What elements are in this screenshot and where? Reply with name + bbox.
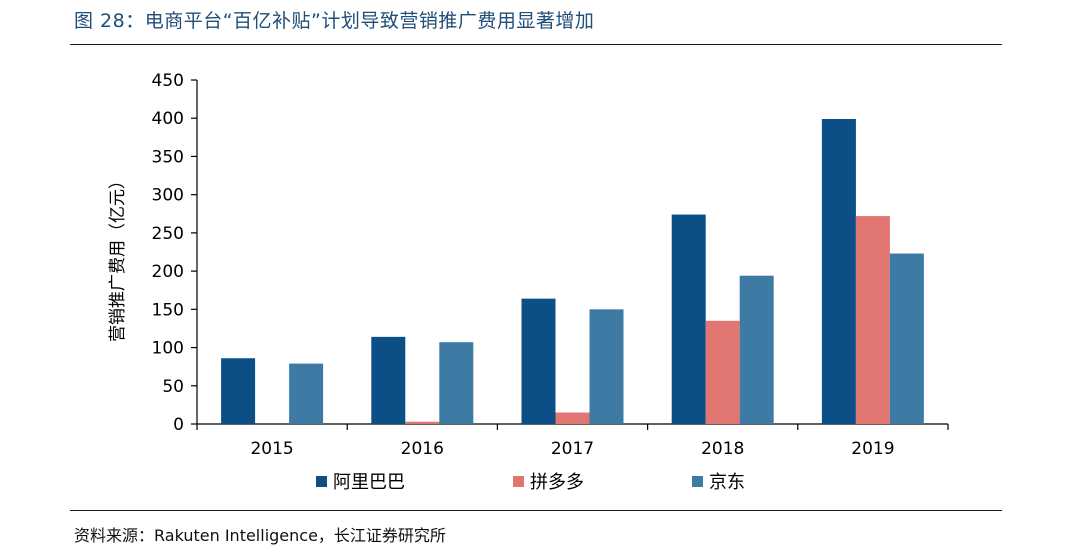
bar-3-2016 <box>439 342 474 424</box>
bar-3-2017 <box>589 309 624 424</box>
bar-3-2015 <box>289 363 324 424</box>
y-tick-label: 450 <box>152 71 184 91</box>
bars <box>221 118 924 424</box>
legend-label: 阿里巴巴 <box>333 472 405 493</box>
y-axis: 0 50 100 150 200 250 300 350 400 450 <box>152 71 198 435</box>
figure-title: 图 28：电商平台“百亿补贴”计划导致营销推广费用显著增加 <box>74 10 595 32</box>
bar-3-2019 <box>889 253 924 424</box>
bar-2-2016 <box>405 421 440 424</box>
legend-swatch <box>316 476 327 487</box>
y-tick-label: 250 <box>152 224 184 244</box>
x-axis: 2015 2016 2017 2018 2019 <box>196 423 949 459</box>
bar-1-2015 <box>221 358 256 424</box>
source-divider <box>70 510 1002 511</box>
y-tick-label: 0 <box>173 415 184 435</box>
x-tick-label: 2016 <box>401 439 444 459</box>
bar-2-2018 <box>705 320 740 424</box>
bar-1-2018 <box>671 214 706 424</box>
x-tick-label: 2019 <box>851 439 894 459</box>
legend-swatch <box>692 476 703 487</box>
x-tick-label: 2015 <box>250 439 293 459</box>
legend: 阿里巴巴 拼多多 京东 <box>316 472 745 493</box>
bar-3-2018 <box>739 275 774 424</box>
x-tick-label: 2017 <box>551 439 594 459</box>
y-axis-label: 营销推广费用（亿元） <box>108 172 128 342</box>
y-tick-label: 400 <box>152 109 184 129</box>
source-note: 资料来源：Rakuten Intelligence，长江证券研究所 <box>74 526 446 545</box>
bar-1-2017 <box>521 298 556 424</box>
title-divider <box>70 44 1002 45</box>
y-tick-label: 100 <box>152 339 184 359</box>
y-tick-label: 50 <box>162 377 184 397</box>
y-tick-label: 150 <box>152 300 184 320</box>
legend-swatch <box>513 476 524 487</box>
bar-1-2016 <box>371 336 406 424</box>
y-tick-label: 350 <box>152 147 184 167</box>
bar-2-2019 <box>855 216 890 424</box>
y-tick-label: 200 <box>152 262 184 282</box>
bar-2-2017 <box>555 412 590 424</box>
legend-label: 京东 <box>709 472 745 493</box>
legend-label: 拼多多 <box>530 472 584 493</box>
bar-1-2019 <box>821 118 856 424</box>
y-tick-label: 300 <box>152 186 184 206</box>
x-tick-label: 2018 <box>701 439 744 459</box>
